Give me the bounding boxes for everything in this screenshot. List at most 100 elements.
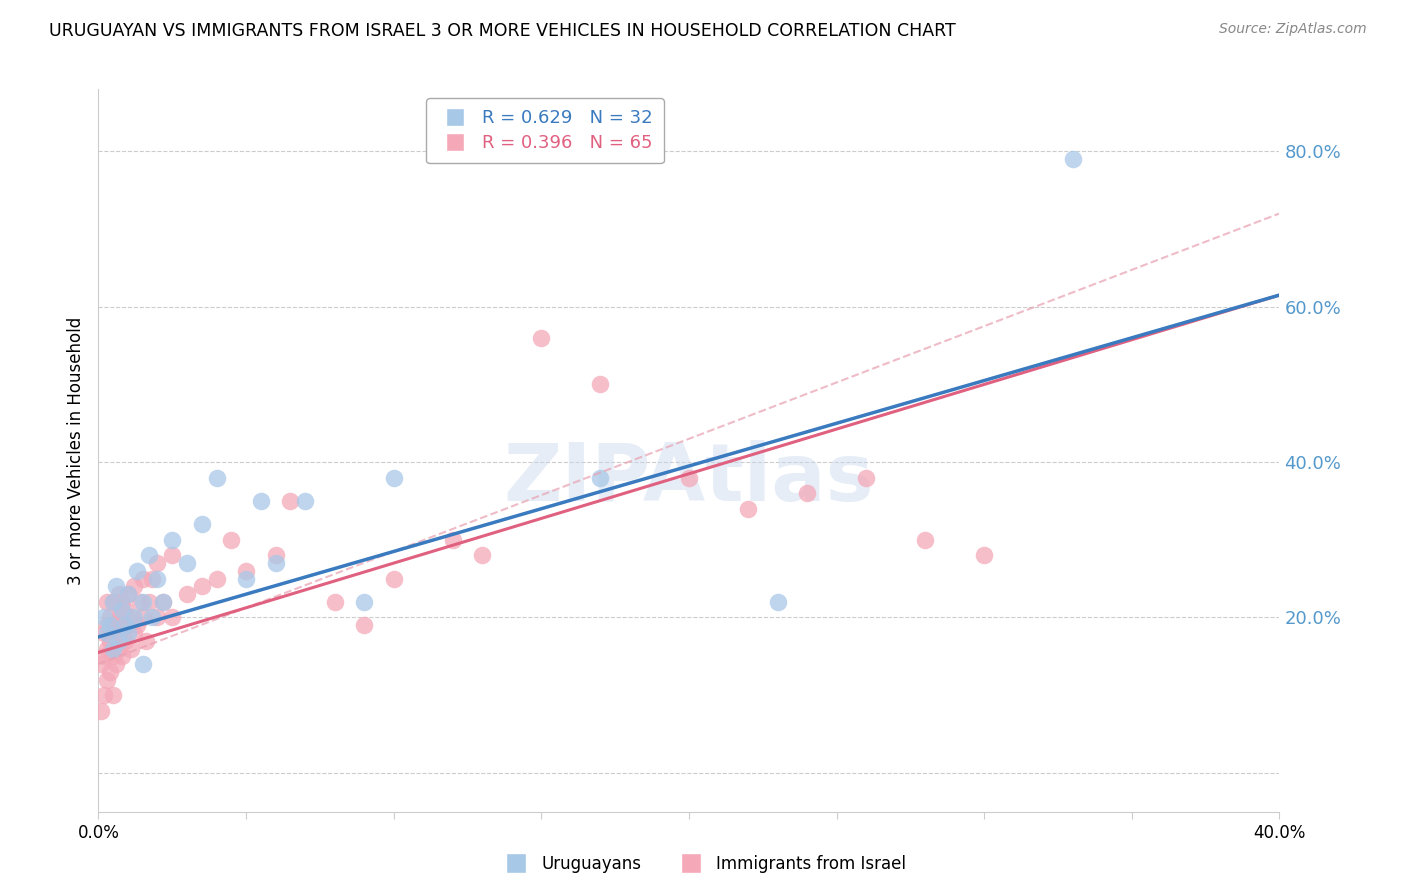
Point (152, 595, 174, 609)
Point (96, 641, 118, 656)
Point (96, 626, 118, 640)
Legend: Uruguayans, Immigrants from Israel: Uruguayans, Immigrants from Israel (494, 848, 912, 880)
Point (132, 572, 155, 586)
Point (796, 486, 818, 500)
Point (105, 657, 128, 672)
Point (93, 626, 115, 640)
Point (90, 704, 112, 718)
Point (96, 618, 118, 632)
Point (114, 633, 136, 648)
Point (103, 641, 125, 656)
Point (162, 549, 183, 563)
Point (128, 595, 150, 609)
Text: URUGUAYAN VS IMMIGRANTS FROM ISRAEL 3 OR MORE VEHICLES IN HOUSEHOLD CORRELATION : URUGUAYAN VS IMMIGRANTS FROM ISRAEL 3 OR… (49, 22, 956, 40)
Point (132, 657, 155, 672)
Point (530, 331, 553, 345)
Point (108, 626, 131, 640)
Point (162, 533, 183, 547)
Point (90, 657, 112, 672)
Point (111, 603, 134, 617)
Point (98, 610, 121, 624)
Point (117, 587, 139, 601)
Point (176, 556, 198, 570)
Point (96, 673, 118, 687)
Point (221, 533, 243, 547)
Y-axis label: 3 or more Vehicles in Household: 3 or more Vehicles in Household (66, 317, 84, 584)
Point (176, 587, 198, 601)
Legend: R = 0.629   N = 32, R = 0.396   N = 65: R = 0.629 N = 32, R = 0.396 N = 65 (426, 98, 664, 163)
Point (146, 556, 169, 570)
Point (111, 649, 134, 664)
Text: Source: ZipAtlas.com: Source: ZipAtlas.com (1219, 22, 1367, 37)
Point (146, 572, 169, 586)
Point (471, 549, 494, 563)
Point (117, 626, 139, 640)
Point (120, 610, 142, 624)
Point (138, 549, 160, 563)
Point (120, 641, 142, 656)
Point (191, 579, 214, 593)
Point (235, 564, 257, 578)
Point (141, 610, 163, 624)
Point (205, 572, 228, 586)
Point (108, 633, 131, 648)
Point (973, 549, 995, 563)
Point (96, 595, 118, 609)
Point (766, 595, 789, 609)
Point (132, 595, 155, 609)
Point (103, 595, 125, 609)
Point (117, 618, 139, 632)
Point (141, 572, 163, 586)
Point (108, 587, 131, 601)
Point (264, 549, 287, 563)
Point (111, 595, 134, 609)
Point (205, 470, 228, 484)
Point (98, 618, 121, 632)
Point (138, 595, 160, 609)
Point (98, 633, 121, 648)
Point (250, 494, 273, 508)
Point (125, 564, 148, 578)
Point (235, 572, 257, 586)
Text: ZIPAtlas: ZIPAtlas (503, 441, 875, 518)
Point (103, 618, 125, 632)
Point (162, 610, 183, 624)
Point (1062, 152, 1084, 166)
Point (280, 494, 302, 508)
Point (98, 665, 121, 679)
Point (737, 501, 759, 516)
Point (132, 610, 155, 624)
Point (122, 579, 145, 593)
Point (382, 572, 405, 586)
Point (146, 610, 169, 624)
Point (678, 470, 700, 484)
Point (191, 517, 214, 532)
Point (125, 618, 148, 632)
Point (114, 618, 136, 632)
Point (589, 377, 612, 392)
Point (353, 595, 375, 609)
Point (103, 649, 125, 664)
Point (323, 595, 346, 609)
Point (353, 618, 375, 632)
Point (117, 587, 139, 601)
Point (294, 494, 316, 508)
Point (105, 579, 128, 593)
Point (105, 626, 128, 640)
Point (152, 595, 174, 609)
Point (135, 633, 157, 648)
Point (114, 603, 136, 617)
Point (855, 470, 877, 484)
Point (382, 470, 405, 484)
Point (93, 688, 115, 702)
Point (111, 618, 134, 632)
Point (264, 556, 287, 570)
Point (108, 641, 131, 656)
Point (914, 533, 936, 547)
Point (108, 610, 131, 624)
Point (103, 595, 125, 609)
Point (441, 533, 464, 547)
Point (103, 688, 125, 702)
Point (93, 610, 115, 624)
Point (122, 610, 145, 624)
